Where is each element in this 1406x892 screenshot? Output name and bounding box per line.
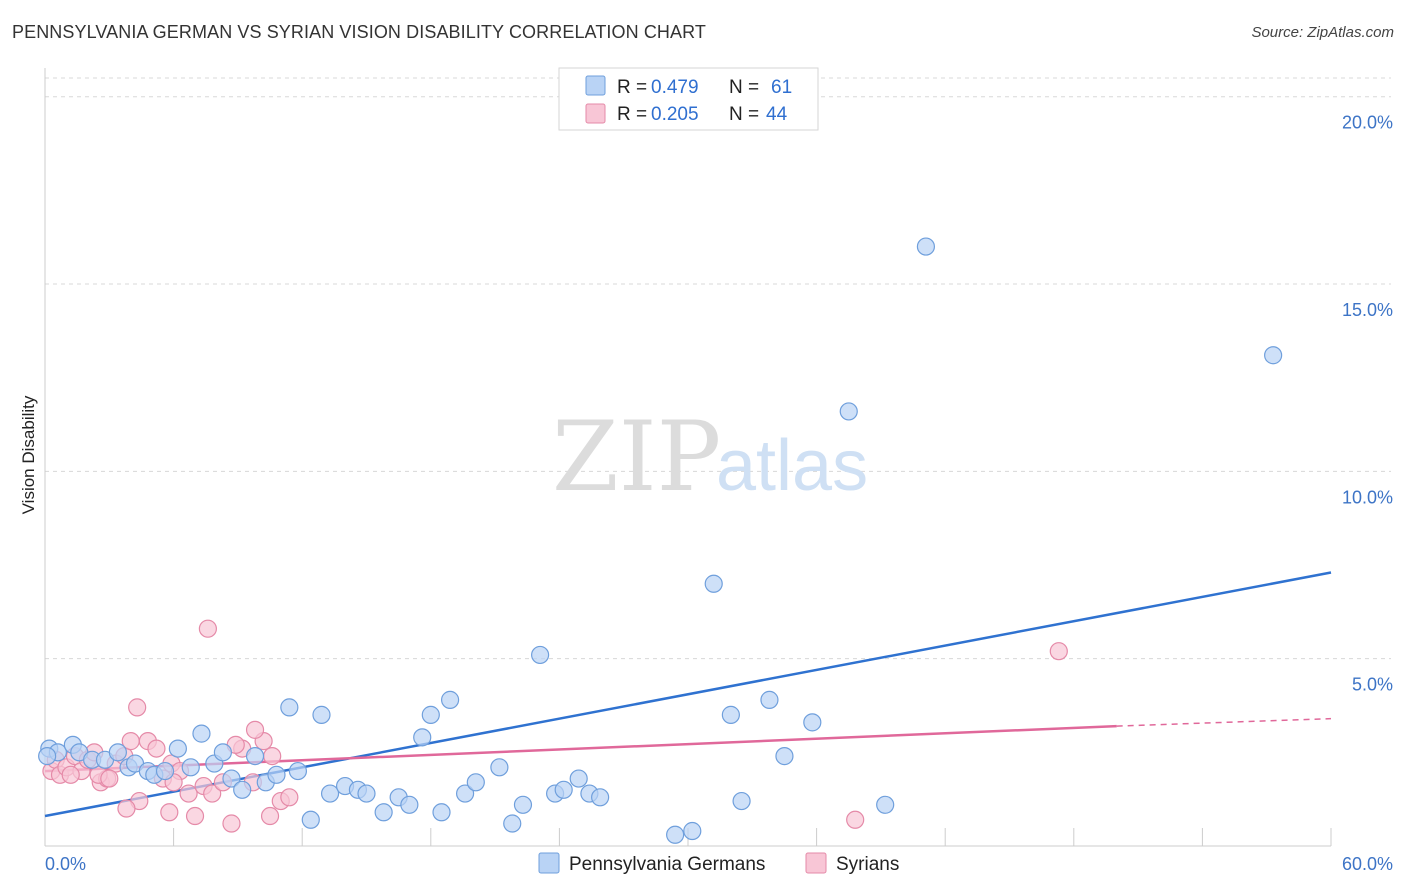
trend-layer bbox=[44, 571, 1332, 818]
y-axis-label: Vision Disability bbox=[19, 395, 38, 514]
chart-source: Source: ZipAtlas.com bbox=[1251, 24, 1394, 41]
point-pennsylvania-germans bbox=[400, 795, 419, 814]
point-syrians bbox=[846, 810, 865, 829]
watermark: ZIP atlas bbox=[552, 401, 868, 513]
point-syrians bbox=[1049, 642, 1068, 661]
y-tick-label: 20.0% bbox=[1342, 113, 1393, 133]
trend-line-syrians bbox=[44, 724, 1117, 773]
point-syrians bbox=[280, 788, 299, 807]
point-syrians bbox=[198, 619, 217, 638]
series-legend: Pennsylvania Germans Syrians bbox=[538, 852, 899, 875]
legend-r-label-1: R = bbox=[617, 77, 647, 98]
point-pennsylvania-germans bbox=[374, 803, 393, 822]
legend-swatch-blue bbox=[585, 75, 606, 96]
point-pennsylvania-germans bbox=[531, 645, 550, 665]
point-pennsylvania-germans bbox=[683, 821, 702, 841]
point-pennsylvania-germans bbox=[267, 765, 286, 784]
point-pennsylvania-germans bbox=[1264, 346, 1283, 365]
legend-r-value-1: 0.479 bbox=[651, 77, 699, 98]
series-legend-label-syrians: Syrians bbox=[836, 854, 899, 875]
point-pennsylvania-germans bbox=[413, 728, 432, 747]
point-pennsylvania-germans bbox=[839, 402, 858, 421]
points-layer bbox=[38, 237, 1283, 844]
y-tick-label: 10.0% bbox=[1342, 487, 1393, 507]
series-legend-swatch-syrians bbox=[805, 852, 827, 874]
point-pennsylvania-germans bbox=[38, 746, 57, 766]
watermark-atlas: atlas bbox=[716, 426, 868, 506]
point-pennsylvania-germans bbox=[569, 769, 588, 788]
point-pennsylvania-germans bbox=[666, 825, 685, 844]
trend-line-syrians-extension bbox=[1116, 717, 1332, 727]
point-pennsylvania-germans bbox=[213, 743, 232, 762]
point-syrians bbox=[160, 803, 179, 822]
point-pennsylvania-germans bbox=[732, 791, 751, 811]
point-pennsylvania-germans bbox=[192, 724, 211, 743]
point-pennsylvania-germans bbox=[554, 780, 573, 799]
legend-n-label-2: N = bbox=[729, 104, 759, 125]
chart-title: PENNSYLVANIA GERMAN VS SYRIAN VISION DIS… bbox=[12, 22, 706, 42]
point-pennsylvania-germans bbox=[108, 743, 127, 762]
watermark-zip: ZIP bbox=[552, 401, 721, 513]
point-pennsylvania-germans bbox=[312, 705, 331, 724]
point-syrians bbox=[203, 784, 222, 803]
point-pennsylvania-germans bbox=[591, 788, 610, 807]
point-pennsylvania-germans bbox=[916, 237, 936, 256]
point-pennsylvania-germans bbox=[466, 773, 485, 792]
point-pennsylvania-germans bbox=[181, 758, 200, 777]
point-syrians bbox=[147, 739, 166, 758]
point-pennsylvania-germans bbox=[432, 803, 451, 822]
point-pennsylvania-germans bbox=[721, 705, 740, 724]
point-syrians bbox=[222, 814, 241, 833]
point-syrians bbox=[260, 806, 280, 826]
y-tick-label: 15.0% bbox=[1342, 300, 1393, 320]
point-pennsylvania-germans bbox=[421, 705, 440, 724]
point-syrians bbox=[263, 746, 282, 766]
point-syrians bbox=[128, 698, 147, 717]
point-syrians bbox=[100, 769, 119, 788]
y-tick-label: 5.0% bbox=[1352, 675, 1393, 695]
point-pennsylvania-germans bbox=[168, 739, 187, 758]
legend-swatch-pink bbox=[585, 103, 606, 124]
point-syrians bbox=[245, 720, 265, 739]
point-pennsylvania-germans bbox=[760, 690, 779, 709]
point-pennsylvania-germans bbox=[357, 784, 376, 803]
legend-n-label-1: N = bbox=[729, 77, 759, 98]
legend-n-value-1: 61 bbox=[771, 77, 792, 98]
point-pennsylvania-germans bbox=[245, 746, 265, 766]
point-pennsylvania-germans bbox=[233, 780, 252, 799]
point-pennsylvania-germans bbox=[155, 761, 175, 781]
point-pennsylvania-germans bbox=[513, 795, 533, 814]
point-pennsylvania-germans bbox=[301, 810, 320, 829]
legend-r-label-2: R = bbox=[617, 104, 647, 125]
grid-layer bbox=[45, 77, 1391, 660]
point-pennsylvania-germans bbox=[288, 761, 308, 781]
point-syrians bbox=[61, 765, 80, 784]
series-legend-swatch-pennsylvania-germans bbox=[538, 852, 560, 874]
x-tick-label-max: 60.0% bbox=[1342, 854, 1393, 874]
x-tick-label-min: 0.0% bbox=[45, 854, 86, 874]
point-pennsylvania-germans bbox=[280, 698, 299, 717]
point-pennsylvania-germans bbox=[775, 746, 794, 766]
point-pennsylvania-germans bbox=[455, 784, 475, 803]
point-syrians bbox=[117, 799, 136, 818]
legend-r-value-2: 0.205 bbox=[651, 104, 699, 125]
point-pennsylvania-germans bbox=[876, 795, 895, 814]
correlation-legend: R = 0.479 N = 61 R = 0.205 N = 44 bbox=[558, 67, 819, 131]
point-pennsylvania-germans bbox=[222, 769, 241, 788]
point-pennsylvania-germans bbox=[803, 713, 822, 732]
trend-line-pennsylvania-germans bbox=[44, 571, 1332, 818]
point-syrians bbox=[185, 806, 205, 826]
point-pennsylvania-germans bbox=[490, 758, 509, 777]
legend-n-value-2: 44 bbox=[766, 104, 788, 125]
point-pennsylvania-germans bbox=[440, 690, 460, 709]
point-pennsylvania-germans bbox=[704, 574, 723, 593]
point-pennsylvania-germans bbox=[503, 814, 522, 833]
point-syrians bbox=[179, 784, 198, 803]
point-pennsylvania-germans bbox=[320, 784, 340, 803]
series-legend-label-pennsylvania-germans: Pennsylvania Germans bbox=[569, 854, 765, 875]
